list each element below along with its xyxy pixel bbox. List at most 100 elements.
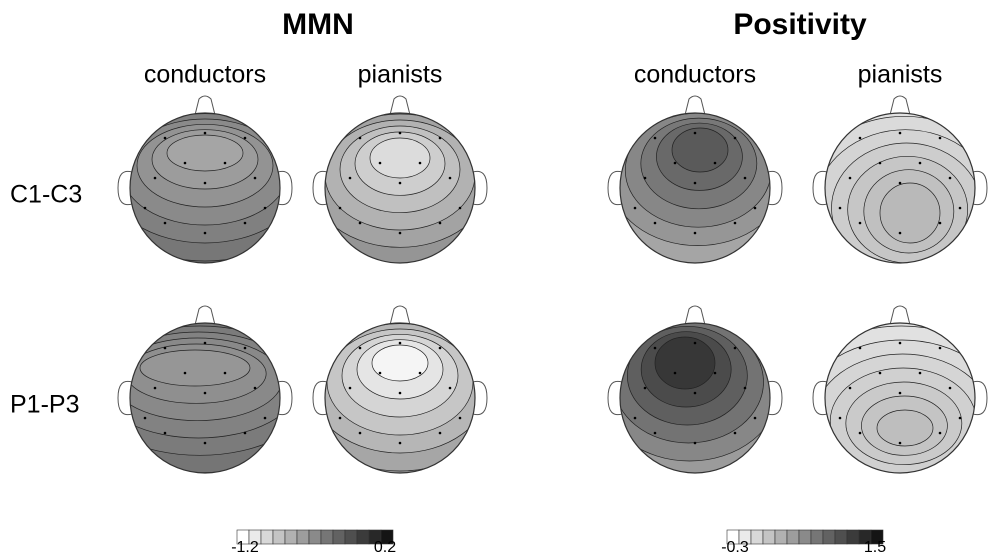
electrode — [398, 391, 402, 395]
colorbar-cell — [846, 529, 860, 545]
head-outline — [824, 322, 976, 474]
electrode — [418, 371, 422, 375]
head-outline — [324, 112, 476, 264]
electrode — [243, 431, 247, 435]
panel-title: Positivity — [733, 8, 867, 41]
electrode — [143, 416, 147, 420]
head-outline — [129, 112, 281, 264]
head-ear — [767, 380, 783, 416]
electrode — [918, 161, 922, 165]
electrode — [898, 181, 902, 185]
head-ear — [472, 170, 488, 206]
colorbar-cell — [356, 529, 370, 545]
head-map — [130, 113, 280, 263]
electrode — [858, 136, 862, 140]
electrode — [673, 371, 677, 375]
electrode — [838, 206, 842, 210]
electrode — [203, 131, 207, 135]
head-map — [825, 113, 975, 263]
head-nose — [889, 95, 911, 116]
electrode — [223, 161, 227, 165]
electrode — [203, 181, 207, 185]
colorbar-cell — [260, 529, 274, 545]
electrode — [898, 231, 902, 235]
contour — [369, 137, 431, 179]
electrode — [878, 161, 882, 165]
electrode — [838, 416, 842, 420]
electrode — [183, 371, 187, 375]
head-ear — [117, 170, 133, 206]
head-ear — [312, 170, 328, 206]
colorbar-cell — [320, 529, 334, 545]
electrode — [693, 391, 697, 395]
contour — [371, 344, 429, 382]
colorbar-cell — [774, 529, 788, 545]
electrode — [958, 206, 962, 210]
head-ear — [767, 170, 783, 206]
electrode — [693, 341, 697, 345]
head-nose — [889, 305, 911, 326]
electrode — [693, 231, 697, 235]
electrode — [448, 176, 452, 180]
electrode — [848, 386, 852, 390]
head-ear — [972, 380, 988, 416]
electrode — [203, 391, 207, 395]
colorbar-cell — [308, 529, 322, 545]
electrode — [253, 176, 257, 180]
electrode — [398, 131, 402, 135]
column-label: conductors — [634, 61, 756, 89]
colorbar-cell — [786, 529, 800, 545]
electrode — [183, 161, 187, 165]
head-ear — [277, 170, 293, 206]
electrode — [938, 221, 942, 225]
electrode — [163, 431, 167, 435]
electrode — [378, 371, 382, 375]
electrode — [458, 416, 462, 420]
electrode — [743, 176, 747, 180]
contour — [166, 134, 244, 172]
electrode — [338, 206, 342, 210]
electrode — [733, 136, 737, 140]
electrode — [263, 206, 267, 210]
colorbar-cell — [272, 529, 286, 545]
electrode — [243, 221, 247, 225]
head-ear — [312, 380, 328, 416]
row-label: C1-C3 — [10, 181, 82, 209]
colorbar-cell — [750, 529, 764, 545]
electrode — [653, 136, 657, 140]
electrode — [898, 441, 902, 445]
electrode — [163, 346, 167, 350]
electrode — [348, 176, 352, 180]
electrode — [398, 231, 402, 235]
electrode — [338, 416, 342, 420]
electrode — [653, 346, 657, 350]
electrode — [653, 221, 657, 225]
electrode — [858, 221, 862, 225]
electrode — [733, 431, 737, 435]
electrode — [898, 131, 902, 135]
electrode — [693, 131, 697, 135]
colorbar-min: -1.2 — [231, 539, 259, 556]
electrode — [858, 346, 862, 350]
head-map — [825, 323, 975, 473]
head-nose — [389, 305, 411, 326]
electrode — [653, 431, 657, 435]
electrode — [243, 346, 247, 350]
electrode — [753, 206, 757, 210]
electrode — [243, 136, 247, 140]
electrode — [223, 371, 227, 375]
column-label: pianists — [858, 61, 943, 89]
electrode — [858, 431, 862, 435]
electrode — [938, 346, 942, 350]
electrode — [358, 346, 362, 350]
electrode — [448, 386, 452, 390]
electrode — [633, 206, 637, 210]
electrode — [938, 431, 942, 435]
electrode — [848, 176, 852, 180]
head-ear — [277, 380, 293, 416]
electrode — [348, 386, 352, 390]
head-ear — [117, 380, 133, 416]
colorbar-cell — [296, 529, 310, 545]
electrode — [163, 136, 167, 140]
electrode — [153, 176, 157, 180]
